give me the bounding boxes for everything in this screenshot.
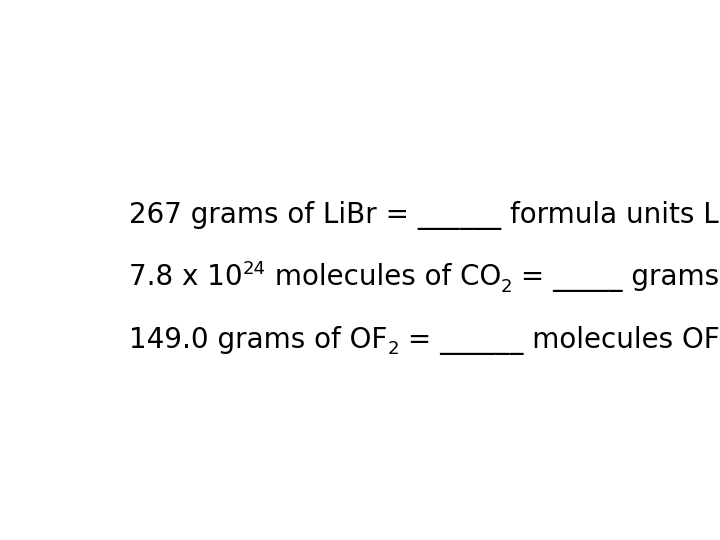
Text: = _____ grams of CO: = _____ grams of CO [513,263,720,292]
Text: molecules of CO: molecules of CO [266,263,501,291]
Text: 2: 2 [387,341,399,359]
Text: 149.0 grams of OF: 149.0 grams of OF [129,326,387,354]
Text: 267 grams of LiBr = ______ formula units LiBr: 267 grams of LiBr = ______ formula units… [129,201,720,230]
Text: 24: 24 [243,260,266,278]
Text: 2: 2 [501,278,513,296]
Text: 7.8 x 10: 7.8 x 10 [129,263,243,291]
Text: = ______ molecules OF: = ______ molecules OF [399,326,720,355]
